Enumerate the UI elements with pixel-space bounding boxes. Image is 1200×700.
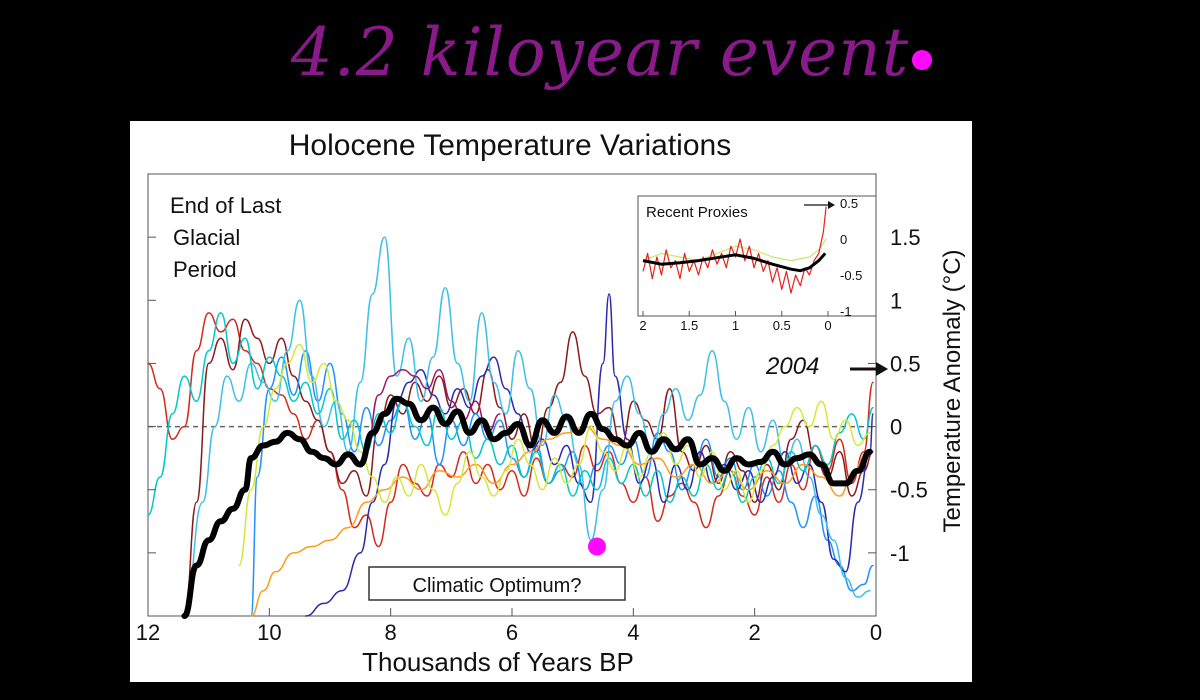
inset-title: Recent Proxies	[646, 204, 748, 221]
x-tick-label: 4	[627, 620, 639, 645]
inset-x-tick-label: 2	[639, 318, 646, 333]
series-line-6	[147, 312, 874, 516]
inset-x-tick-label: 0	[824, 318, 831, 333]
event-marker	[587, 537, 606, 556]
series-line-8	[238, 343, 871, 567]
inset-ticks: 2 1.5 1 0.5 0 0.5 0 -0.5 -1	[639, 196, 862, 333]
optimum-label: Climatic Optimum?	[413, 575, 582, 597]
inset-y-tick-label: 0.5	[840, 196, 858, 211]
x-axis-label: Thousands of Years BP	[362, 647, 634, 677]
glacial-label-line2: Glacial	[173, 225, 240, 250]
inset-series-layer	[642, 206, 827, 294]
inset-y-tick-label: -0.5	[840, 268, 862, 283]
x-tick-label: 8	[385, 620, 397, 645]
chart-panel: Holocene Temperature Variations 12 10 8 6 4 2…	[130, 121, 972, 682]
y-tick-label: 1.5	[890, 225, 921, 250]
series-line-7	[250, 425, 874, 617]
y-tick-label: 0.5	[890, 351, 921, 376]
x-tick-label: 6	[506, 620, 518, 645]
x-tick-label: 12	[136, 620, 160, 645]
slide-title: 4.2 kiloyear event	[290, 14, 910, 91]
inset-y-tick-label: -1	[840, 304, 852, 319]
optimum-box	[368, 566, 626, 601]
inset-x-tick-label: 0.5	[773, 318, 791, 333]
y-tick-label: 1	[890, 288, 902, 313]
year-2004-label: 2004	[765, 353, 819, 380]
inset-series-line-3	[642, 252, 827, 273]
chart-title: Holocene Temperature Variations	[289, 129, 731, 162]
glacial-label-line1: End of Last	[170, 193, 281, 218]
inset-x-tick-label: 1	[732, 318, 739, 333]
inset-y-tick-label: 0	[840, 232, 847, 247]
chart-svg: Holocene Temperature Variations 12 10 8 6 4 2…	[136, 129, 966, 677]
y-axis-label: Temperature Anomaly (°C)	[939, 249, 966, 532]
series-line-9	[365, 368, 501, 453]
x-tick-label: 10	[257, 620, 281, 645]
series-layer	[147, 236, 874, 619]
y-tick-label: -1	[890, 541, 910, 566]
series-mean-line	[181, 395, 873, 619]
inset-chart: Recent Proxies 2 1.5 1 0.5 0 0.5 0 -0.5 -1	[637, 195, 877, 333]
inset-series-line-1	[642, 238, 827, 262]
inset-arrow-head	[828, 201, 835, 209]
glacial-label-line3: Period	[173, 257, 237, 282]
axis-ticks: 12 10 8 6 4 2 0-1-0.500.511.5	[136, 225, 928, 645]
x-tick-label: 0	[870, 620, 882, 645]
series-line-2	[183, 318, 874, 617]
y-tick-label: -0.5	[890, 478, 928, 503]
title-marker-dot	[912, 50, 932, 70]
y-tick-label: 0	[890, 415, 902, 440]
inset-x-tick-label: 1.5	[680, 318, 698, 333]
series-line-3	[250, 350, 874, 617]
year-2004-arrow-head	[876, 362, 888, 376]
x-tick-label: 2	[749, 620, 761, 645]
series-line-5	[183, 236, 871, 617]
